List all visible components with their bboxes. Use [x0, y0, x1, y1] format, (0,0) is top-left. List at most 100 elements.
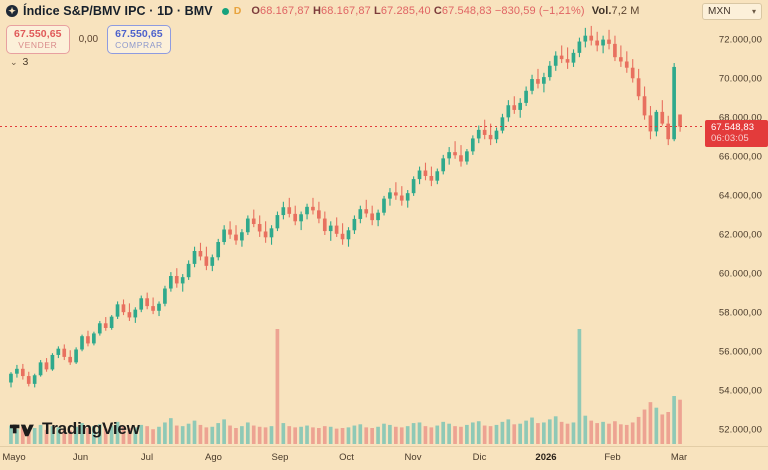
volume-bar: [678, 399, 682, 444]
candle-body: [109, 316, 114, 328]
volume-bar: [583, 415, 588, 444]
volume-bar: [559, 421, 564, 444]
volume-bar: [50, 426, 55, 444]
current-price-badge[interactable]: 67.548,83 06:03:05: [705, 119, 768, 147]
candle-body: [44, 362, 49, 370]
candle-wick: [490, 123, 492, 146]
volume-bar: [518, 423, 523, 444]
change-value: −830,59: [494, 5, 536, 17]
candle-body: [328, 225, 333, 232]
candle-body: [103, 323, 108, 328]
volume-bar: [636, 416, 641, 444]
candle-body: [465, 151, 469, 162]
volume-bar: [553, 416, 558, 444]
volume-bar: [441, 421, 446, 444]
candle-body: [459, 155, 463, 162]
time-tick-label: Dic: [472, 452, 487, 463]
volume-bar: [429, 427, 434, 444]
tradingview-watermark: TradingView: [10, 419, 140, 439]
volume-bar: [405, 426, 410, 444]
price-tick-label: 58.000,00: [718, 307, 762, 319]
volume-bar: [97, 424, 102, 444]
volume-bar: [180, 426, 185, 444]
volume-bar: [500, 421, 505, 444]
candle-wick: [567, 47, 569, 69]
volume-bar: [322, 426, 327, 444]
candle-body: [553, 55, 558, 66]
candle-body: [571, 52, 576, 63]
candle-body: [97, 323, 102, 334]
candle-body: [322, 218, 327, 232]
symbol-title[interactable]: Índice S&P/BMV IPC · 1D · BMV: [23, 4, 213, 18]
candle-wick: [312, 197, 314, 215]
candle-body: [275, 215, 280, 229]
candle-body: [163, 288, 167, 304]
candle-body: [133, 309, 138, 318]
candle-body: [660, 111, 665, 124]
candle-wick: [454, 141, 456, 159]
volume-bar: [364, 427, 369, 444]
candle-body: [494, 130, 499, 140]
sell-price: 67.550,65: [14, 28, 62, 40]
volume-bar: [417, 422, 422, 444]
volume-bar: [257, 426, 262, 444]
volume-bar: [660, 414, 665, 444]
candle-body: [26, 376, 31, 384]
candle-body: [346, 230, 351, 240]
volume-bar: [388, 424, 392, 444]
candle-body: [68, 356, 73, 363]
volume-bar: [654, 407, 659, 444]
tradingview-logo-icon: [10, 424, 34, 437]
volume-bar: [287, 426, 292, 444]
candle-body: [204, 256, 209, 266]
currency-selector[interactable]: MXN ▾: [702, 3, 762, 20]
quantity-stepper[interactable]: ⌄ 3: [10, 56, 28, 68]
candle-body: [62, 348, 67, 357]
volume-bar: [393, 426, 398, 444]
volume-bar: [482, 425, 487, 444]
watermark-text: TradingView: [42, 419, 140, 438]
open-label: O: [251, 5, 260, 17]
volume-bar: [121, 426, 126, 444]
candle-body: [370, 213, 374, 221]
volume-bar: [601, 421, 605, 444]
candle-body: [263, 231, 268, 238]
candle-body: [601, 39, 605, 46]
candle-body: [672, 66, 676, 140]
volume-label: Vol.: [591, 5, 612, 17]
volume-bar: [145, 426, 149, 444]
price-tick-label: 72.000,00: [718, 34, 762, 46]
candle-body: [524, 90, 528, 103]
spread-value: 0,00: [78, 34, 99, 45]
candle-body: [470, 138, 475, 152]
candle-body: [305, 206, 309, 215]
price-tick-label: 60.000,00: [718, 268, 762, 280]
time-tick-label: Oct: [339, 452, 354, 463]
volume-bar: [216, 423, 221, 444]
volume-bar: [228, 425, 232, 444]
volume-bar: [127, 428, 132, 444]
time-tick-label: Jul: [140, 452, 154, 463]
interval-badge[interactable]: D: [233, 5, 242, 17]
candle-body: [595, 40, 599, 46]
price-scale[interactable]: 72.000,00 70.000,00 68.000,00 66.000,00 64.0…: [705, 22, 768, 446]
volume-bar: [240, 426, 244, 444]
ohlc-readout: O68.167,87 H68.167,87 L67.285,40 C67.548…: [251, 5, 639, 17]
candle-body: [405, 193, 410, 201]
price-tick-label: 52.000,00: [718, 424, 762, 436]
candle-body: [50, 354, 55, 370]
current-price-value: 67.548,83: [711, 121, 755, 133]
sell-button[interactable]: 67.550,65 VENDER: [6, 25, 70, 54]
volume-bar: [168, 418, 173, 444]
candle-body: [299, 214, 303, 222]
candle-body: [9, 373, 13, 383]
candle-body: [15, 368, 19, 374]
candle-body: [222, 229, 226, 243]
time-scale[interactable]: Mayo Jun Jul Ago Sep Oct Nov Dic 2026 Feb Mar: [0, 446, 768, 470]
buy-button[interactable]: 67.550,65 COMPRAR: [107, 25, 171, 54]
volume-bar: [328, 426, 333, 444]
candle-wick: [152, 297, 154, 315]
candlestick-plot[interactable]: [0, 0, 705, 446]
volume-bar: [299, 426, 303, 444]
volume-bar: [565, 423, 570, 444]
